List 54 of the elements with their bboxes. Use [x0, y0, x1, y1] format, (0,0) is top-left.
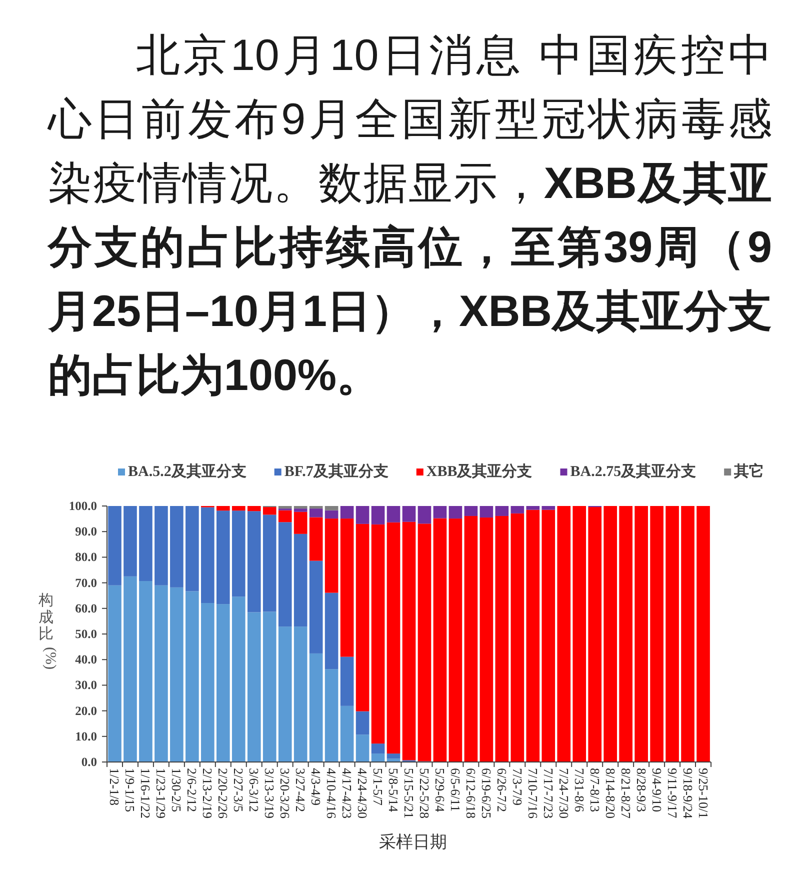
legend-label: 其它	[733, 462, 764, 480]
y-tick-label: 70.0	[75, 576, 97, 590]
x-tick-label: 7/17-7/23	[540, 768, 556, 819]
x-tick-label: 5/22-5/28	[416, 768, 432, 819]
x-tick-label: 7/10-7/16	[525, 768, 540, 820]
y-tick-label: 20.0	[75, 704, 97, 718]
chart-title: 北京10月10日消息 中国疾控中心日前发布9月全国新型冠状病毒感染疫情情况。数据显示，XBB及其亚分支的占比持续高位，至第39周（9月25日–10月1日），XBB及其亚分支的占比为100%。	[48, 31, 772, 400]
x-tick-label: 1/16-1/22	[138, 768, 154, 819]
y-tick-label: 80.0	[75, 550, 97, 564]
x-tick-label: 4/17-4/23	[340, 768, 355, 819]
x-tick-label: 4/24-4/30	[355, 768, 370, 819]
x-tick-label: 7/3-7/9	[510, 768, 525, 806]
x-tick-label: 6/5-6/11	[448, 768, 463, 812]
x-tick-label: 1/2-1/8	[107, 768, 122, 806]
x-tick-label: 6/19-6/25	[478, 768, 494, 819]
x-axis-title: 采样日期	[379, 832, 447, 852]
x-tick-label: 1/9-1/15	[122, 768, 138, 812]
x-tick-label: 9/11-9/17	[664, 768, 680, 819]
y-tick-label: 100.0	[68, 499, 97, 513]
y-tick-label: 50.0	[75, 627, 97, 641]
x-tick-label: 5/29-6/4	[432, 768, 448, 813]
y-tick-label: 40.0	[75, 652, 97, 667]
x-tick-label: 5/8-5/14	[386, 768, 402, 813]
x-tick-label: 3/13-3/19	[262, 768, 278, 819]
y-axis-title: 构成比(%)	[38, 592, 58, 670]
x-tick-label: 6/12-6/18	[463, 768, 478, 819]
x-tick-label: 3/6-3/12	[246, 768, 262, 812]
x-tick-label: 1/23-1/29	[154, 768, 169, 819]
x-tick-label: 2/20-2/26	[216, 768, 231, 820]
x-tick-label: 4/3-4/9	[308, 768, 324, 806]
y-tick-label: 30.0	[75, 678, 97, 692]
x-tick-label: 7/31-8/6	[572, 768, 587, 813]
y-tick-label: 90.0	[75, 524, 97, 539]
y-tick-label: 0.0	[81, 755, 97, 769]
x-tick-label: 2/27-3/5	[231, 768, 246, 812]
x-tick-label: 9/18-9/24	[680, 768, 696, 820]
x-tick-label: 2/13-2/19	[200, 768, 216, 819]
x-tick-label: 8/14-8/20	[602, 768, 618, 819]
x-tick-label: 9/25-10/1	[696, 768, 711, 819]
y-tick-label: 10.0	[75, 729, 97, 744]
y-tick-label: 60.0	[75, 601, 97, 616]
x-tick-label: 9/4-9/10	[649, 768, 664, 812]
x-tick-label: 3/27-4/2	[293, 768, 308, 812]
x-tick-label: 6/26-7/2	[494, 768, 510, 812]
x-tick-label: 4/10-4/16	[324, 768, 340, 820]
x-tick-label: 3/20-3/26	[278, 768, 293, 820]
x-tick-label: 5/1-5/7	[370, 768, 386, 806]
x-tick-label: 1/30-2/5	[169, 768, 184, 812]
x-tick-label: 5/15-5/21	[402, 768, 416, 819]
x-tick-label: 2/6-2/12	[184, 768, 200, 812]
x-tick-label: 8/28-9/3	[634, 768, 649, 812]
x-tick-label: 8/21-8/27	[618, 768, 634, 820]
x-tick-label: 8/7-8/13	[587, 768, 602, 812]
x-tick-label: 7/24-7/30	[556, 768, 572, 819]
